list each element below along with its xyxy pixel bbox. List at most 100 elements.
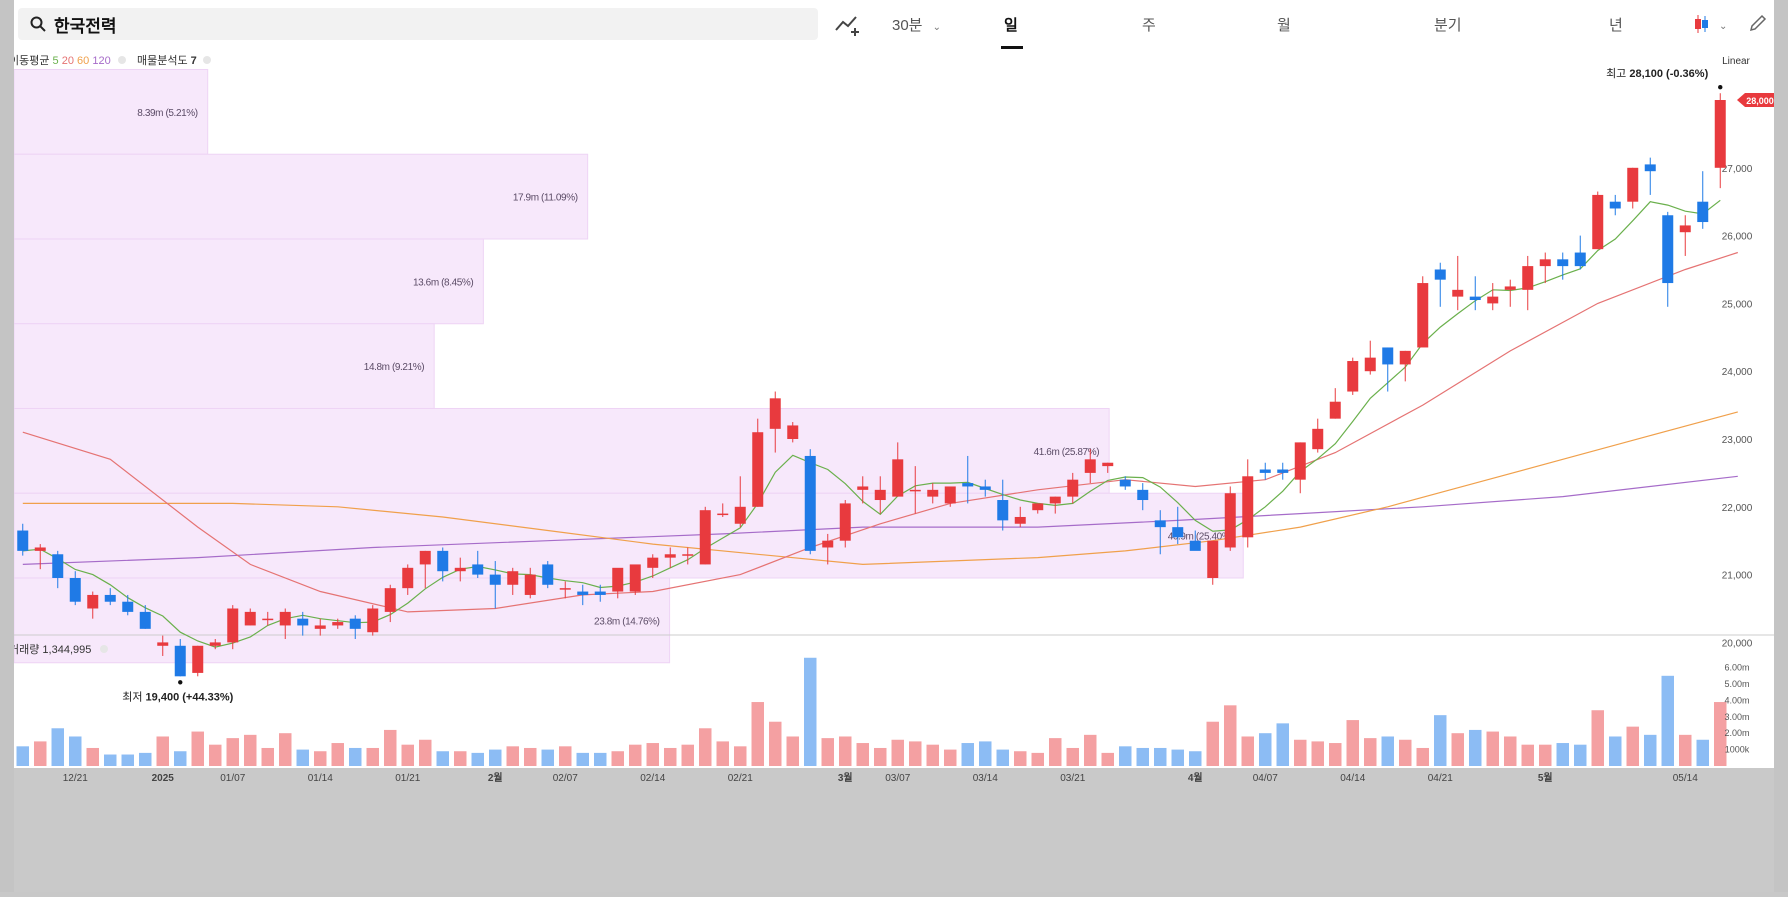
candle-body[interactable] [664,554,676,558]
candle-body[interactable] [1014,516,1026,524]
volume-bar[interactable] [121,754,135,766]
volume-bar[interactable] [314,751,327,766]
volume-bar[interactable] [1101,752,1115,766]
candle-body[interactable] [1067,479,1079,497]
candle-body[interactable] [157,642,169,646]
volume-bar[interactable] [926,744,940,766]
candle-body[interactable] [227,608,239,643]
volume-bar[interactable] [1241,736,1255,766]
volume-bar[interactable] [471,752,485,766]
candle-body[interactable] [892,459,904,497]
volume-bar[interactable] [1031,752,1045,766]
candle-body[interactable] [594,591,606,595]
volume-bar[interactable] [279,733,292,766]
volume-bar[interactable] [839,736,852,766]
candle-body[interactable] [332,622,344,626]
candle-body[interactable] [699,510,711,565]
candle-body[interactable] [979,486,991,490]
candle-body[interactable] [1662,215,1674,284]
volume-bar[interactable] [1049,738,1062,766]
candle-body[interactable] [752,432,764,507]
candle-body[interactable] [1627,167,1639,202]
volume-bar[interactable] [86,747,100,766]
candle-body[interactable] [1137,489,1149,501]
volume-bar[interactable] [1381,736,1395,766]
volume-bar[interactable] [139,752,152,766]
volume-bar[interactable] [384,729,397,766]
volume-bar[interactable] [401,744,415,766]
volume-bar[interactable] [1136,747,1150,766]
candle-body[interactable] [87,594,99,609]
candle-body[interactable] [909,489,921,492]
volume-bar[interactable] [594,752,607,766]
candle-body[interactable] [1452,289,1464,297]
volume-bar[interactable] [1714,702,1727,766]
candle-body[interactable] [822,540,834,548]
candle-body[interactable] [1714,100,1726,168]
volume-bar[interactable] [524,747,537,766]
candle-body[interactable] [174,645,186,677]
candle-body[interactable] [927,489,939,497]
volume-bar[interactable] [874,747,887,766]
volume-bar[interactable] [156,736,170,766]
volume-bar[interactable] [1364,738,1377,766]
volume-bar[interactable] [1294,739,1307,766]
tab-month[interactable]: 월 [1277,17,1291,34]
candle-body[interactable] [1417,283,1429,348]
volume-bar[interactable] [1311,741,1325,766]
tab-quarter[interactable]: 분기 [1434,17,1462,34]
volume-bar[interactable] [1574,744,1587,766]
candle-body[interactable] [804,455,816,551]
candle-body[interactable] [1644,164,1656,172]
candle-body[interactable] [874,489,886,501]
volume-bar[interactable] [1066,747,1080,766]
candle-body[interactable] [244,611,256,626]
volume-bar[interactable] [1644,734,1657,766]
tab-year[interactable]: 년 [1609,17,1623,34]
volume-bar[interactable] [996,749,1010,766]
candle-body[interactable] [1382,347,1394,365]
volume-bar[interactable] [1486,731,1500,766]
volume-bar[interactable] [261,747,275,766]
candle-body[interactable] [839,503,851,541]
volume-bar[interactable] [209,744,222,766]
candle-body[interactable] [787,425,799,439]
candle-body[interactable] [997,500,1009,521]
volume-bar[interactable] [226,738,240,766]
candle-body[interactable] [209,642,221,646]
candle-body[interactable] [524,574,536,595]
volume-bar[interactable] [944,749,957,766]
volume-bar[interactable] [51,728,65,766]
candle-body[interactable] [1259,469,1271,473]
volume-bar[interactable] [244,734,257,766]
volume-bar[interactable] [1329,743,1342,766]
volume-bar[interactable] [1521,744,1535,766]
volume-bar[interactable] [664,747,677,766]
volume-bar[interactable] [576,752,590,766]
candle-body[interactable] [1574,252,1586,267]
candle-body[interactable] [1224,493,1236,548]
price-chart[interactable]: 8.39m (5.21%) 17.9m (11.09%) 13.6m (8.45%)… [9,50,1774,892]
candle-body[interactable] [962,483,974,487]
ma-legend-close-icon[interactable] [118,56,126,64]
tab-day[interactable]: 일 [1004,17,1018,34]
volume-bar[interactable] [751,702,765,766]
candle-body[interactable] [1522,266,1534,290]
candle-body[interactable] [104,594,116,602]
volume-bar[interactable] [1434,715,1447,766]
volume-bar[interactable] [856,743,870,766]
volume-bar[interactable] [891,739,905,766]
candle-type-icon[interactable]: ⌄ [1694,13,1730,35]
volume-bar[interactable] [611,751,625,766]
candle-body[interactable] [52,554,64,578]
candle-body[interactable] [1189,540,1201,551]
candle-body[interactable] [577,591,589,595]
candle-body[interactable] [559,588,571,590]
candle-body[interactable] [1329,401,1341,419]
candle-body[interactable] [1172,527,1184,538]
volume-bar[interactable] [1276,723,1290,766]
candle-body[interactable] [1119,479,1131,487]
volume-bar[interactable] [1346,720,1360,766]
candle-body[interactable] [769,398,781,429]
volume-bar[interactable] [541,749,555,766]
